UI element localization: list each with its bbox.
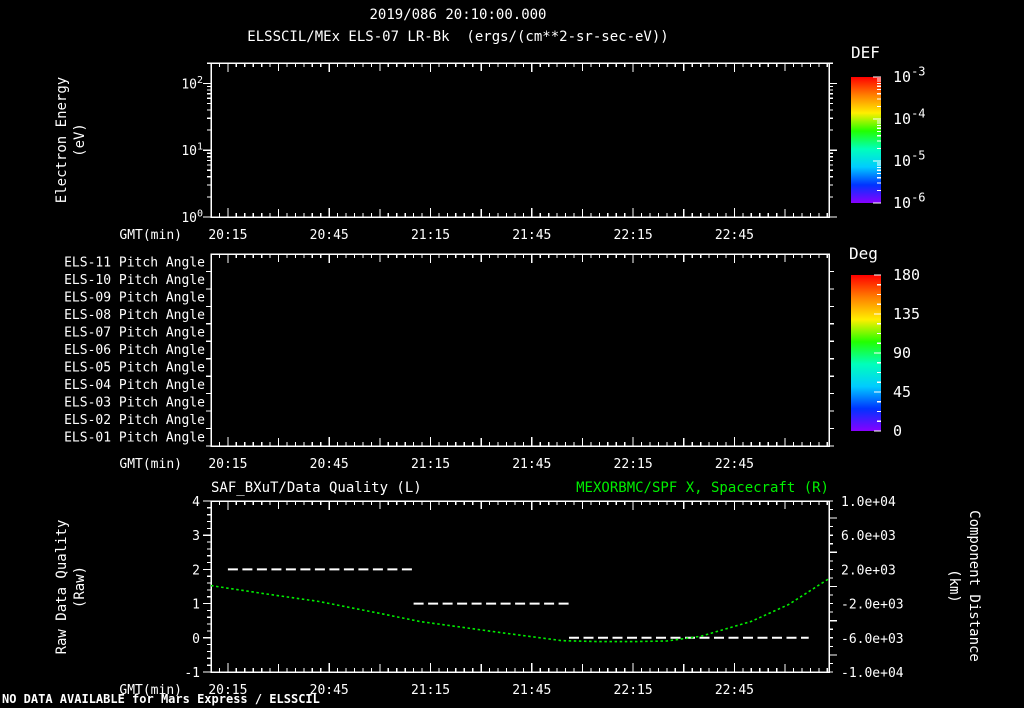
no-data-message: NO DATA AVAILABLE for Mars Express / ELS… [2, 692, 320, 706]
plot-title-date: 2019/086 20:10:00.000 [369, 7, 547, 23]
pitch-row-label: ELS-07 Pitch Angle [64, 326, 205, 341]
pitch-row-label: ELS-09 Pitch Angle [64, 291, 205, 306]
spacecraft-x-curve [210, 577, 830, 643]
quality-axis-units: (Raw) [72, 566, 88, 608]
y-axis-ticks [206, 270, 834, 447]
panel-frame [210, 62, 830, 218]
def-colorbar-gradient [851, 77, 881, 203]
energy-tick-label: 100 [181, 209, 203, 226]
deg-tick-label: 0 [893, 422, 902, 440]
x-tick-label: 21:15 [411, 457, 450, 472]
distance-tick-label: 6.0e+03 [841, 529, 896, 544]
x-axis-ticks [210, 254, 828, 446]
energy-axis-title: Electron Energy [54, 77, 70, 203]
x-tick-label: 21:15 [411, 683, 450, 698]
quality-tick-label: 2 [192, 563, 200, 578]
distance-axis-units: (km) [946, 569, 962, 603]
quality-distance-panel: 4 3 2 1 0 -1 1.0e+04 6.0e+03 2.0e+03 -2.0e+03 -6.0… [54, 480, 982, 698]
quality-tick-label: 3 [192, 529, 200, 544]
x-tick-label: 22:15 [614, 457, 653, 472]
x-tick-label: 20:45 [310, 457, 349, 472]
pitch-row-label: ELS-06 Pitch Angle [64, 343, 205, 358]
x-tick-label: 22:45 [715, 228, 754, 243]
x-tick-label: 20:45 [310, 228, 349, 243]
x-tick-label: 21:15 [411, 228, 450, 243]
deg-tick-label: 45 [893, 383, 911, 401]
panel-frame [210, 500, 830, 673]
right-series-title: MEXORBMC/SPF X, Spacecraft (R) [576, 480, 829, 496]
def-colorbar-title: DEF [851, 43, 880, 62]
x-axis-ticks [210, 501, 828, 672]
x-tick-label: 22:15 [614, 683, 653, 698]
distance-tick-label: -2.0e+03 [841, 598, 904, 613]
gmt-axis-label: GMT(min) [119, 228, 182, 243]
x-tick-label: 22:15 [614, 228, 653, 243]
distance-tick-label: 1.0e+04 [841, 495, 896, 510]
quality-tick-label: -1 [184, 666, 200, 681]
distance-axis-title: Component Distance [966, 510, 982, 662]
def-colorbar-ticks [873, 76, 881, 204]
quality-axis-title: Raw Data Quality [54, 520, 70, 655]
distance-tick-label: -1.0e+04 [841, 666, 904, 681]
distance-tick-label: 2.0e+03 [841, 563, 896, 578]
def-colorbar: 10-3 10-4 10-5 10-6 DEF [851, 43, 926, 212]
gmt-axis-label: GMT(min) [119, 457, 182, 472]
energy-tick-label: 101 [181, 142, 203, 159]
x-tick-label: 20:15 [208, 683, 247, 698]
pitch-angle-panel: ELS-11 Pitch Angle ELS-10 Pitch Angle ELS-… [64, 253, 834, 472]
y-axis-ticks [203, 62, 837, 218]
deg-tick-label: 180 [893, 266, 920, 284]
pitch-row-label: ELS-10 Pitch Angle [64, 273, 205, 288]
quality-tick-label: 0 [192, 632, 200, 647]
panel-frame [210, 253, 830, 447]
pitch-row-label: ELS-02 Pitch Angle [64, 413, 205, 428]
x-tick-label: 21:45 [512, 457, 551, 472]
pitch-row-label: ELS-03 Pitch Angle [64, 395, 205, 410]
deg-tick-label: 90 [893, 344, 911, 362]
x-tick-label: 20:45 [310, 683, 349, 698]
deg-colorbar: 180 135 90 45 0 Deg [849, 244, 920, 440]
def-tick-label: 10-5 [893, 149, 926, 170]
deg-colorbar-title: Deg [849, 244, 878, 263]
quality-axis-ticks [203, 500, 837, 673]
x-tick-label: 22:45 [715, 683, 754, 698]
quality-tick-label: 4 [192, 495, 200, 510]
def-tick-label: 10-6 [893, 191, 926, 212]
def-tick-label: 10-4 [893, 107, 926, 128]
pitch-row-label: ELS-04 Pitch Angle [64, 378, 205, 393]
deg-tick-label: 135 [893, 305, 920, 323]
quality-tick-label: 1 [192, 598, 200, 613]
x-tick-label: 21:45 [512, 683, 551, 698]
gmt-axis-label: GMT(min) [119, 683, 182, 698]
left-series-title: SAF_BXuT/Data Quality (L) [211, 480, 422, 496]
x-tick-label: 21:45 [512, 228, 551, 243]
plot-title-instrument: ELSSCIL/MEx ELS-07 LR-Bk (ergs/(cm**2-sr… [247, 29, 669, 45]
def-tick-label: 10-3 [893, 65, 926, 86]
electron-energy-panel: 102 101 100 Electron Energy (eV) GMT(min) 20:1… [54, 62, 837, 243]
x-tick-label: 22:45 [715, 457, 754, 472]
pitch-row-label: ELS-11 Pitch Angle [64, 256, 205, 271]
distance-tick-label: -6.0e+03 [841, 632, 904, 647]
deg-colorbar-ticks [874, 274, 881, 432]
pitch-row-label: ELS-05 Pitch Angle [64, 360, 205, 375]
x-tick-label: 20:15 [208, 228, 247, 243]
pitch-row-label: ELS-08 Pitch Angle [64, 308, 205, 323]
pitch-row-label: ELS-01 Pitch Angle [64, 430, 205, 445]
x-axis-ticks [210, 63, 828, 217]
energy-tick-label: 102 [181, 75, 203, 92]
x-tick-label: 20:15 [208, 457, 247, 472]
energy-axis-units: (eV) [72, 123, 88, 157]
